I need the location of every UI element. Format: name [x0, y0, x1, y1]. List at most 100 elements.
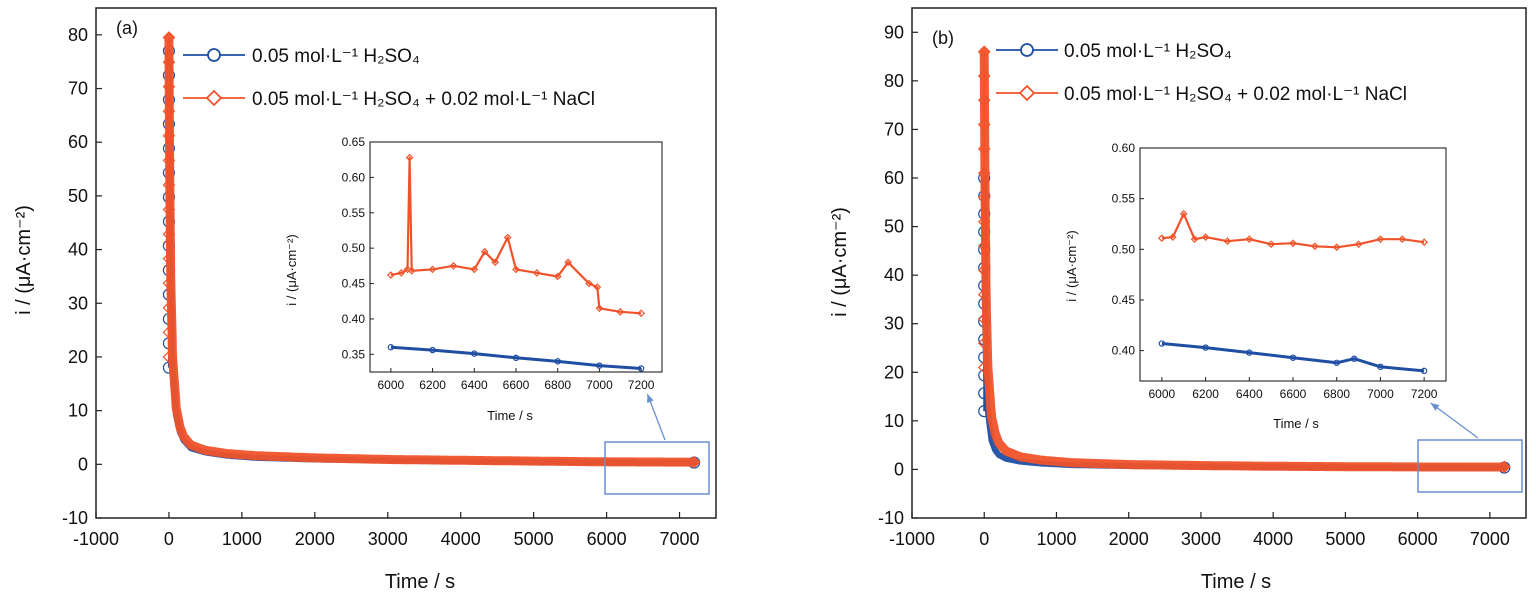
data-point	[977, 93, 991, 107]
zoom-arrow-head	[1430, 403, 1440, 411]
inset-y-tick-label: 0.45	[342, 277, 366, 291]
inset-data-point	[387, 344, 395, 351]
inset-data-point	[1420, 367, 1428, 375]
inset-data-point	[1190, 235, 1199, 244]
inset-data-point	[1333, 359, 1340, 366]
inset-x-tick-label: 6000	[378, 378, 405, 392]
data-point	[162, 104, 176, 118]
series-h2so4-nacl	[162, 31, 701, 469]
x-tick-label: 3000	[1181, 529, 1221, 549]
data-point	[162, 178, 176, 192]
inset-x-tick-label: 7000	[1367, 387, 1394, 401]
inset-data-point	[554, 358, 561, 365]
x-tick-label: -1000	[73, 529, 119, 549]
x-tick-label: 5000	[1325, 529, 1365, 549]
y-tick-label: 70	[68, 79, 88, 99]
inset-series-line	[1161, 342, 1425, 373]
y-tick-label: 50	[884, 217, 904, 237]
x-tick-label: 6000	[1398, 529, 1438, 549]
inset-data-point	[1201, 233, 1210, 241]
inset-chart: 6000 6200 6400 6600 6800 7000 7200 0.35 0.40 0.45…	[284, 135, 663, 423]
chart-panel-b: (b) -1000 0 1000 2000 3000 4000 5000 6000 7000 -1…	[829, 7, 1527, 593]
zoom-box	[1417, 439, 1523, 493]
x-tick-label: 4000	[441, 529, 481, 549]
inset-y-tick-label: 0.50	[342, 241, 366, 255]
inset-data-point	[407, 266, 416, 275]
inset-series-h2so4	[387, 344, 645, 372]
inset-y-axis-title: i / (μA·cm⁻²)	[1064, 230, 1079, 301]
inset-series-h2so4	[1158, 340, 1428, 375]
data-point	[162, 80, 176, 94]
data-point	[977, 142, 991, 156]
x-tick-label: 0	[164, 529, 174, 549]
inset-x-tick-label: 6800	[1323, 387, 1350, 401]
legend-entry-h2so4: 0.05 mol·L⁻¹ H₂SO₄	[183, 46, 420, 67]
inset-data-point	[637, 365, 645, 372]
data-point	[977, 45, 991, 59]
data-point	[162, 129, 176, 143]
y-tick-label: 20	[68, 347, 88, 367]
inset-series-line	[1161, 212, 1425, 249]
y-tick-label: 80	[884, 71, 904, 91]
data-point	[977, 166, 991, 180]
y-tick-label: 0	[78, 454, 88, 474]
inset-x-tick-label: 6600	[503, 378, 530, 392]
y-tick-label: 30	[884, 314, 904, 334]
y-axis-title: i / (μA·cm⁻²)	[829, 207, 851, 317]
data-point	[162, 55, 176, 69]
inset-data-point	[533, 269, 541, 277]
inset-data-point	[449, 261, 458, 270]
zoom-arrow	[1430, 402, 1479, 439]
data-point	[162, 276, 176, 290]
inset-y-tick-label: 0.55	[1112, 192, 1136, 206]
data-point	[162, 350, 176, 364]
inset-data-point	[1179, 209, 1188, 218]
inset-data-point	[471, 350, 478, 357]
inset-series-line	[390, 345, 642, 370]
inset-data-point	[428, 265, 437, 274]
plot-frame	[911, 7, 1527, 519]
x-tick-label: 4000	[1253, 529, 1293, 549]
inset-data-point	[1158, 340, 1166, 347]
inset-data-point	[470, 265, 479, 274]
zoom-arrow-head	[647, 394, 654, 403]
x-tick-label: 1000	[1036, 529, 1076, 549]
x-tick-label: 1000	[222, 529, 262, 549]
y-tick-label: 90	[884, 22, 904, 42]
inset-x-tick-label: 7200	[628, 378, 655, 392]
data-point	[977, 118, 991, 131]
data-point	[977, 361, 991, 374]
inset-x-axis-title: Time / s	[1273, 416, 1319, 431]
inset-x-tick-label: 7000	[586, 378, 613, 392]
inset-data-point	[1420, 238, 1428, 247]
legend-label: 0.05 mol·L⁻¹ H₂SO₄	[1064, 41, 1232, 62]
y-tick-label: 10	[68, 401, 88, 421]
inset-data-point	[512, 265, 520, 274]
legend: 0.05 mol·L⁻¹ H₂SO₄ 0.05 mol·L⁻¹ H₂SO₄ + …	[183, 46, 595, 110]
x-tick-label: 6000	[587, 529, 627, 549]
inset-data-point	[1202, 344, 1209, 351]
inset-x-tick-label: 6200	[1192, 387, 1219, 401]
inset-data-point	[387, 271, 395, 279]
inset-data-point	[512, 354, 520, 362]
data-point	[977, 215, 991, 229]
x-tick-label: 7000	[660, 529, 700, 549]
x-tick-label: -1000	[889, 529, 935, 549]
data-point	[977, 336, 991, 350]
inset-data-point	[1377, 363, 1384, 371]
data-point	[162, 31, 176, 44]
y-tick-label: 40	[884, 265, 904, 285]
inset-data-point	[595, 304, 604, 313]
legend-label: 0.05 mol·L⁻¹ H₂SO₄ + 0.02 mol·L⁻¹ NaCl	[1064, 84, 1407, 105]
inset-data-point	[1376, 235, 1385, 244]
inset-data-point	[596, 362, 603, 369]
inset-x-tick-label: 6800	[544, 378, 571, 392]
inset-x-tick-label: 6400	[461, 378, 488, 392]
inset-data-point	[637, 309, 645, 318]
inset-data-point	[1246, 349, 1253, 356]
inset-data-point	[553, 272, 562, 281]
data-point	[977, 191, 991, 204]
inset-data-point	[593, 283, 602, 291]
data-point	[977, 312, 991, 326]
